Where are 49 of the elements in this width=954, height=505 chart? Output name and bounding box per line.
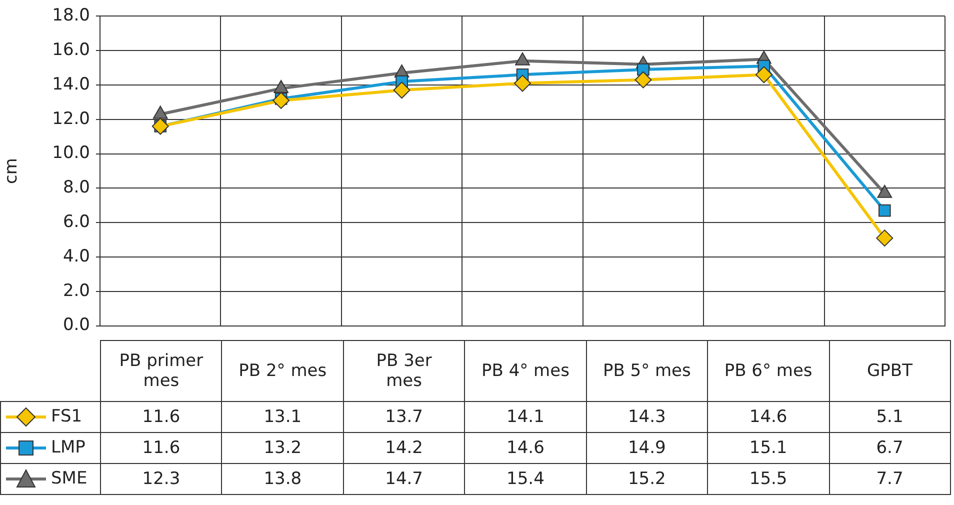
point: [393, 82, 410, 99]
data-label: 13.2: [222, 432, 344, 464]
x-tick-label: GPBT: [829, 340, 950, 402]
data-label: 14.7: [343, 464, 465, 494]
x-tick-label: PB 4° mes: [464, 340, 586, 402]
point: [634, 71, 652, 88]
x-tick-label: PB 2° mes: [222, 340, 344, 402]
point: [514, 74, 531, 92]
y-tick-label: 16.0: [52, 40, 90, 60]
point: [876, 230, 894, 247]
y-tick-label: 12.0: [52, 108, 90, 129]
data-label: 14.1: [464, 402, 586, 432]
y-tick-label: 6.0: [62, 212, 90, 232]
y-tick-label: 0.0: [62, 315, 90, 336]
y-tick-label: 4.0: [62, 246, 90, 266]
legend-label: LMP: [51, 438, 86, 458]
data-label: 14.9: [586, 432, 708, 464]
point: [272, 92, 290, 109]
data-label: 14.6: [464, 432, 586, 464]
data-label: 15.5: [708, 464, 830, 494]
data-label: 15.2: [586, 464, 708, 494]
y-tick-label: 8.0: [62, 178, 90, 198]
x-tick-label: PB 6° mes: [708, 340, 830, 402]
data-label: 15.4: [464, 464, 586, 494]
data-label: 13.8: [222, 464, 344, 494]
y-axis-title: cm: [2, 158, 22, 184]
y-tick-label: 2.0: [62, 280, 90, 301]
data-label: 5.1: [829, 402, 950, 432]
y-tick-label: 10.0: [52, 143, 90, 164]
data-label: 14.3: [586, 402, 708, 432]
data-label: 13.7: [343, 402, 465, 432]
legend-label: FS1: [51, 406, 82, 427]
y-tick-label: 18.0: [52, 6, 90, 26]
data-label: 15.1: [708, 432, 830, 464]
data-label: 12.3: [100, 464, 222, 494]
x-tick-label: PB primer mes: [100, 340, 222, 402]
data-label: 11.6: [100, 402, 222, 432]
point: [878, 204, 891, 217]
point: [755, 66, 772, 84]
y-tick-label: 14.0: [52, 74, 90, 94]
data-label: 14.2: [343, 432, 465, 464]
data-label: 13.1: [222, 402, 344, 432]
legend-label: SME: [51, 468, 88, 489]
x-tick-label: PB 5° mes: [586, 340, 708, 402]
data-label: 6.7: [829, 432, 950, 464]
data-label: 7.7: [829, 464, 950, 494]
data-label: 14.6: [708, 402, 830, 432]
x-tick-label: PB 3er mes: [343, 340, 465, 402]
data-label: 11.6: [100, 432, 222, 464]
